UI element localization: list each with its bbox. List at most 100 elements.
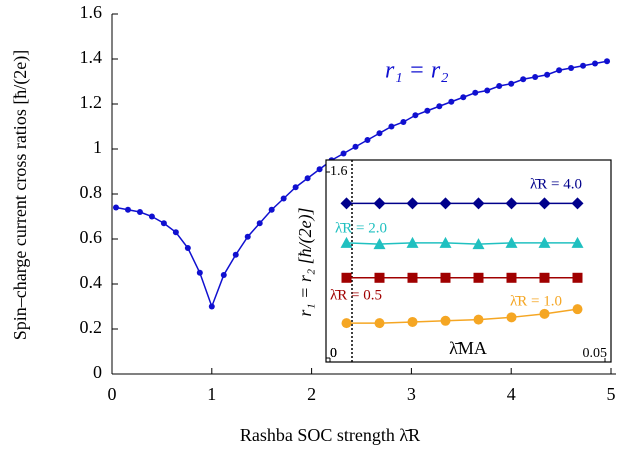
y-tick-label: 0.6 — [80, 227, 103, 247]
data-point — [440, 315, 451, 326]
data-point — [572, 272, 583, 283]
data-point — [292, 184, 299, 191]
data-point — [280, 195, 287, 202]
y-tick-label: 0 — [330, 346, 337, 361]
series-label: λ̄R = 4.0 — [530, 176, 582, 192]
data-point — [439, 236, 452, 248]
y-tick-label: 1.2 — [80, 92, 103, 112]
data-point — [538, 236, 551, 248]
data-point — [506, 312, 517, 323]
x-tick-label: 0 — [108, 384, 117, 404]
y-tick-label: 1.6 — [330, 164, 348, 179]
data-point — [508, 80, 515, 87]
data-point — [374, 318, 385, 329]
x-axis-label: Rashba SOC strength λ̄R — [240, 425, 420, 445]
data-point — [436, 103, 443, 110]
data-point — [520, 76, 527, 83]
data-point — [256, 220, 263, 227]
data-point — [538, 197, 551, 210]
data-point — [341, 318, 352, 329]
data-point — [304, 175, 311, 182]
data-point — [407, 316, 418, 327]
data-point — [340, 150, 347, 157]
data-point — [124, 206, 131, 213]
data-point — [604, 58, 611, 65]
data-point — [539, 308, 550, 319]
annotation: r₁ = r₂ — [385, 58, 449, 84]
data-point — [568, 65, 575, 71]
data-point — [172, 229, 179, 236]
data-point — [505, 197, 518, 210]
data-point — [406, 236, 419, 248]
inset-x-label: λ̄MA — [449, 338, 487, 358]
y-tick-label: 1.4 — [80, 47, 103, 67]
data-point — [472, 89, 479, 96]
data-point — [406, 197, 419, 210]
series-label: λ̄R = 1.0 — [510, 293, 562, 309]
data-point — [340, 236, 353, 248]
inset-frame — [325, 159, 612, 363]
data-point — [484, 87, 491, 94]
data-point — [448, 98, 455, 105]
data-point — [439, 197, 452, 210]
data-point — [374, 272, 385, 283]
y-tick-label: 0.2 — [80, 317, 103, 337]
data-point — [473, 314, 484, 325]
data-point — [544, 71, 551, 78]
data-point — [472, 238, 485, 250]
data-point — [592, 60, 599, 67]
x-tick-label: 4 — [507, 384, 516, 404]
data-point — [571, 236, 584, 248]
data-point — [373, 238, 386, 250]
data-point — [400, 119, 407, 125]
series-label: λ̄R = 2.0 — [335, 220, 387, 236]
inset-y-label: r₁ = r₂ [ħ/(2e)] — [295, 207, 316, 316]
y-tick-label: 1.6 — [80, 2, 103, 22]
data-point — [136, 209, 143, 215]
data-point — [407, 272, 418, 283]
data-point — [148, 213, 155, 220]
data-point — [572, 304, 583, 315]
data-point — [244, 233, 251, 240]
data-point — [556, 67, 563, 74]
y-tick-label: 1 — [93, 137, 102, 157]
data-point — [412, 112, 419, 119]
data-point — [424, 107, 431, 114]
data-point — [532, 74, 539, 80]
data-point — [364, 137, 371, 143]
data-point — [580, 62, 587, 69]
x-tick-label: 2 — [307, 384, 316, 404]
data-point — [112, 204, 119, 211]
data-point — [352, 143, 359, 150]
data-point — [440, 272, 451, 283]
data-point — [220, 272, 227, 278]
y-tick-label: 0.4 — [80, 272, 103, 292]
data-point — [341, 272, 352, 283]
y-axis-label: Spin–charge current cross ratios [ħ/(2e)… — [10, 50, 31, 341]
series-label: λ̄R = 0.5 — [330, 287, 382, 303]
data-point — [196, 269, 203, 276]
x-tick-label: 1 — [207, 384, 216, 404]
y-tick-label: 0 — [93, 362, 102, 382]
data-point — [316, 166, 323, 173]
x-tick-label: 0.05 — [583, 346, 608, 361]
y-tick-label: 0.8 — [80, 182, 103, 202]
data-point — [388, 123, 395, 130]
data-line — [346, 308, 578, 324]
data-point — [539, 272, 550, 283]
data-point — [268, 206, 275, 213]
data-point — [373, 197, 386, 210]
data-point — [571, 197, 584, 210]
data-point — [505, 236, 518, 248]
x-tick-label: 0 — [330, 346, 337, 361]
data-point — [340, 197, 353, 210]
data-point — [160, 220, 167, 227]
data-point — [376, 130, 383, 137]
data-point — [496, 83, 503, 89]
data-point — [473, 272, 484, 283]
data-point — [208, 303, 215, 310]
data-line — [346, 242, 578, 245]
data-point — [472, 197, 485, 210]
x-tick-label: 3 — [407, 384, 416, 404]
